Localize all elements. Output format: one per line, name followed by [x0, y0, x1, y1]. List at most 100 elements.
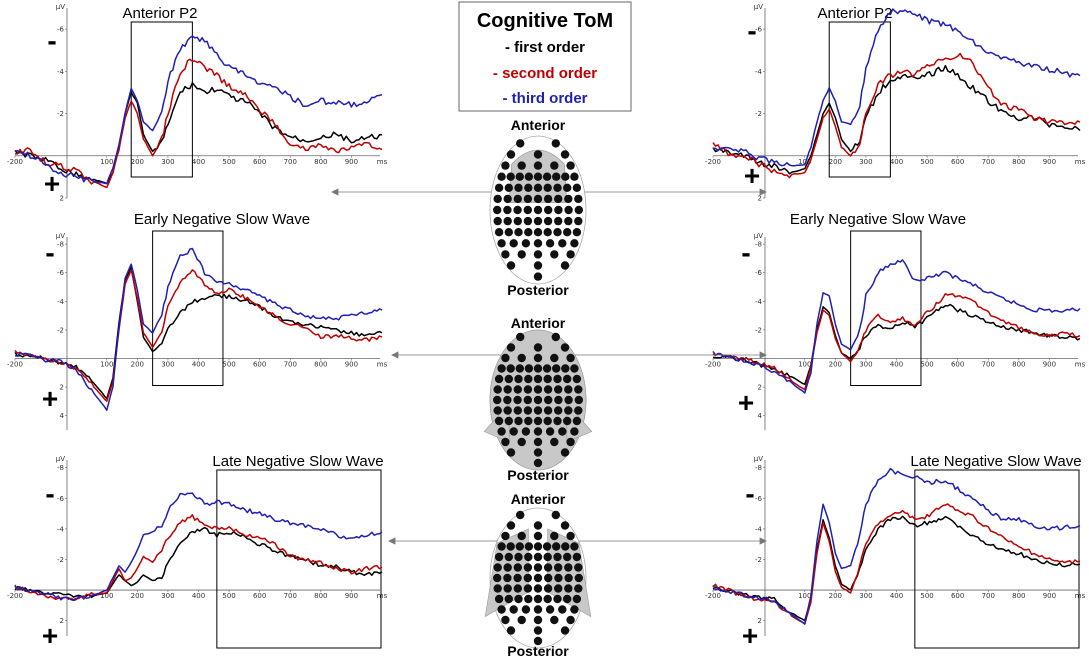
electrode: [494, 374, 504, 384]
electrode: [561, 542, 570, 551]
y-axis-unit-label: µV: [56, 232, 65, 240]
x-tick-label: 800: [314, 592, 327, 600]
electrode: [504, 416, 513, 426]
legend-first-order: - first order: [505, 39, 585, 56]
electrode: [533, 343, 543, 352]
electrode: [506, 150, 516, 159]
series-line-first-order: [712, 515, 1081, 622]
electrode: [523, 563, 533, 572]
electrode: [533, 615, 543, 625]
x-axis-unit-label: ms: [1075, 158, 1086, 166]
x-tick-label: 300: [859, 158, 872, 166]
electrode: [503, 205, 512, 215]
electrode: [521, 239, 531, 248]
series-line-first-order: [14, 82, 383, 185]
electrode: [574, 573, 583, 583]
negative-up-sign: -: [741, 237, 750, 268]
analysis-window: [216, 469, 382, 649]
electrode: [509, 427, 518, 436]
x-axis-unit-label: ms: [377, 158, 388, 166]
electrode: [533, 437, 543, 447]
electrode: [517, 250, 526, 259]
electrode: [554, 216, 563, 226]
electrode: [563, 552, 572, 562]
series-line-third-order: [14, 35, 383, 185]
y-tick-label: 2: [60, 617, 64, 625]
x-tick-label: 900: [1043, 158, 1056, 166]
panel-left-anterior-p2: -200 100 200 300 400 500 600 700 800 900 ms -6 -4 -2 2…: [7, 3, 388, 203]
x-tick-label: 500: [222, 158, 235, 166]
window-title: Late Negative Slow Wave: [212, 453, 383, 470]
series-line-second-order: [14, 514, 383, 601]
x-tick-label: 200: [829, 361, 842, 369]
electrode: [517, 437, 526, 447]
y-axis-unit-label: µV: [56, 3, 65, 11]
x-tick-label: 400: [890, 158, 903, 166]
x-tick-label: 500: [920, 361, 933, 369]
electrode: [564, 406, 573, 415]
y-tick-label: 4: [758, 412, 763, 420]
x-tick-label: 600: [253, 361, 266, 369]
y-tick-label: -4: [755, 68, 763, 76]
electrode: [553, 552, 562, 562]
electrode: [503, 395, 512, 405]
y-tick-label: 2: [758, 384, 762, 392]
electrode: [554, 406, 563, 415]
electrode: [533, 272, 543, 281]
electrode: [506, 343, 516, 352]
electrode: [572, 594, 582, 604]
electrode: [551, 510, 560, 520]
electrode: [550, 353, 559, 363]
electrode: [501, 531, 510, 541]
y-tick-label: -4: [57, 525, 65, 533]
electrode: [533, 353, 543, 363]
electrode: [566, 250, 575, 259]
series-line-second-order: [712, 292, 1081, 391]
electrode: [523, 573, 532, 583]
positive-down-sign: +: [744, 160, 760, 191]
legend-third-order: - third order: [503, 90, 588, 107]
y-tick-label: 2: [758, 195, 762, 203]
electrode: [533, 427, 543, 436]
x-tick-label: 300: [859, 592, 872, 600]
electrode: [558, 239, 567, 248]
electrode: [506, 542, 515, 551]
x-axis-unit-label: ms: [377, 361, 388, 369]
x-tick-label: 200: [829, 592, 842, 600]
electrode: [533, 531, 543, 541]
x-tick-label: 500: [920, 592, 933, 600]
electrode: [521, 427, 531, 436]
electrode: [550, 531, 559, 541]
electrode: [506, 364, 515, 373]
electrode: [517, 531, 526, 541]
electrode: [554, 573, 563, 583]
x-tick-label: 300: [161, 592, 174, 600]
electrode: [501, 353, 510, 363]
electrode: [550, 615, 559, 625]
electrode: [570, 605, 579, 614]
series-line-third-order: [712, 467, 1081, 625]
head2-posterior-label: Posterior: [507, 467, 569, 483]
y-tick-label: -2: [755, 556, 762, 564]
y-tick-label: 2: [60, 195, 64, 203]
y-tick-label: -4: [57, 298, 65, 306]
electrode: [558, 427, 567, 436]
electrode: [533, 239, 543, 248]
x-tick-label: 900: [1043, 592, 1056, 600]
electrode: [497, 427, 506, 436]
electrode: [504, 228, 513, 237]
y-tick-label: -8: [57, 241, 64, 249]
window-title: Anterior P2: [122, 5, 197, 22]
electrode: [533, 406, 543, 415]
electrode: [560, 150, 570, 159]
electrode: [560, 521, 570, 530]
positive-down-sign: +: [42, 383, 58, 414]
electrode: [544, 395, 553, 405]
x-tick-label: 300: [161, 158, 174, 166]
head1-posterior-label: Posterior: [507, 282, 569, 298]
electrode: [516, 510, 525, 520]
electrode: [513, 584, 522, 593]
electrode: [558, 605, 567, 614]
electrode: [574, 194, 583, 204]
electrode: [533, 594, 543, 604]
